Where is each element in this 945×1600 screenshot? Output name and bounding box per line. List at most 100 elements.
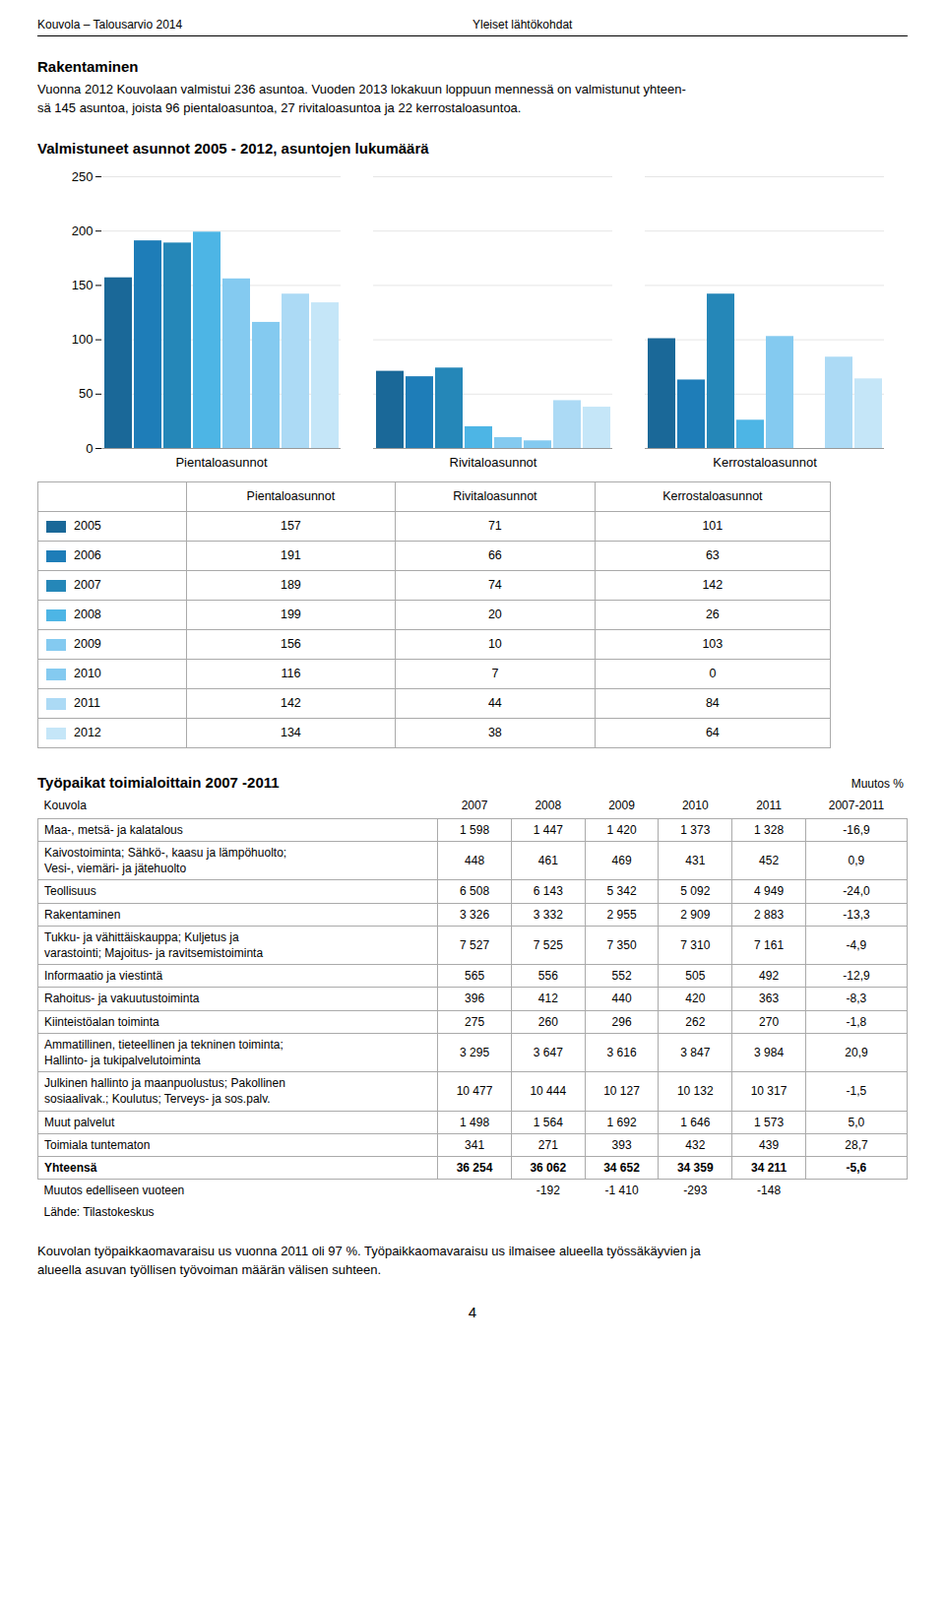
html-text:2005: 2005 [73,518,102,533]
html-text:393: 393 [611,1137,632,1152]
html-text:-16,9: -16,9 [842,822,870,837]
html-text:191: 191 [280,548,302,563]
html-text:452: 452 [758,853,779,868]
html-text:440: 440 [611,991,632,1006]
svg-text:Kerrostaloasunnot: Kerrostaloasunnot [712,453,818,469]
html-text:492: 492 [758,968,779,983]
html-text:270: 270 [758,1014,779,1029]
html-text:6 143: 6 143 [533,884,563,899]
html-text:-1,5: -1,5 [846,1083,867,1098]
html-text:Muutos %: Muutos % [851,776,904,791]
html-text:469: 469 [611,853,632,868]
html-text:Pientaloasunnot: Pientaloasunnot [246,489,335,504]
html-text:Yleiset lähtökohdat: Yleiset lähtökohdat [472,17,573,32]
html-text:420: 420 [685,991,706,1006]
svg-text:Pientaloasunnot: Pientaloasunnot [175,453,268,469]
html-text:1 573: 1 573 [754,1114,784,1129]
html-text:565: 565 [464,968,485,983]
html-text:sä 145 asuntoa, joista 96 pien: sä 145 asuntoa, joista 96 pientaloasunto… [37,100,522,115]
html-text:396: 396 [464,991,485,1006]
html-text:Valmistuneet asunnot 2005 - 20: Valmistuneet asunnot 2005 - 2012, asunto… [37,139,429,157]
html-text:1 646: 1 646 [680,1114,711,1129]
html-text:260: 260 [538,1014,558,1029]
html-text:26: 26 [705,607,720,622]
html-text:10 132: 10 132 [677,1083,714,1098]
html-text:431: 431 [685,853,706,868]
html-text:2006: 2006 [73,548,102,563]
html-text:1 373: 1 373 [680,822,711,837]
svg-text:0: 0 [85,440,93,455]
html-text:2008: 2008 [73,607,102,622]
html-text:199: 199 [280,607,302,622]
html-text:63: 63 [705,548,720,563]
svg-text:50: 50 [78,385,93,401]
html-text:-24,0: -24,0 [842,884,870,899]
html-text:-1,8: -1,8 [846,1014,867,1029]
html-text:0,9: 0,9 [848,853,865,868]
html-text:157: 157 [280,518,302,533]
html-text:1 598: 1 598 [459,822,490,837]
html-text:1 498: 1 498 [459,1114,490,1129]
html-text:5 092: 5 092 [680,884,711,899]
html-text:Kiinteistöalan toiminta: Kiinteistöalan toiminta [44,1014,160,1029]
html-text:4 949: 4 949 [754,884,784,899]
html-text:2010: 2010 [73,666,102,681]
svg-text:200: 200 [71,223,94,239]
html-text:1 328: 1 328 [754,822,784,837]
html-text:412: 412 [538,991,558,1006]
html-text:10 444: 10 444 [529,1083,567,1098]
svg-text:Rivitaloasunnot: Rivitaloasunnot [449,453,538,469]
html-text:271: 271 [538,1137,558,1152]
svg-text:100: 100 [71,331,94,347]
html-text:Rakentaminen: Rakentaminen [37,58,139,75]
html-text:64: 64 [705,725,720,740]
html-text:505: 505 [685,968,706,983]
html-text:262: 262 [685,1014,706,1029]
html-text:Teollisuus: Teollisuus [44,884,97,899]
html-text:432: 432 [685,1137,706,1152]
html-text:Muut palvelut: Muut palvelut [44,1114,115,1129]
html-text:556: 556 [538,968,558,983]
html-text:1 692: 1 692 [606,1114,637,1129]
html-text:Kaivostoiminta; Sähkö-, kaasu: Kaivostoiminta; Sähkö-, kaasu ja lämpöhu… [44,845,287,860]
html-text:Kouvolan työpaikkaomavaraisu u: Kouvolan työpaikkaomavaraisu us vuonna 2… [37,1243,701,1259]
html-text:461: 461 [538,853,558,868]
html-text:1 420: 1 420 [606,822,637,837]
html-text:5 342: 5 342 [606,884,637,899]
html-text:Vesi-, viemäri- ja jätehuolto: Vesi-, viemäri- ja jätehuolto [44,861,187,876]
html-text:Kouvola – Talousarvio 2014: Kouvola – Talousarvio 2014 [37,17,183,32]
html-text:Rahoitus- ja vakuutustoiminta: Rahoitus- ja vakuutustoiminta [44,991,200,1006]
html-text:275: 275 [464,1014,485,1029]
html-text:-8,3: -8,3 [846,991,867,1006]
html-text:2012: 2012 [73,725,102,740]
html-text:552: 552 [611,968,632,983]
html-text:Informaatio ja viestintä: Informaatio ja viestintä [44,968,163,983]
html-text:10 317: 10 317 [750,1083,787,1098]
html-text:Vuonna 2012 Kouvolaan valmistu: Vuonna 2012 Kouvolaan valmistui 236 asun… [37,81,687,97]
html-text:341: 341 [464,1137,485,1152]
html-text:101: 101 [702,518,723,533]
html-text:varastointi; Majoitus- ja ravi: varastointi; Majoitus- ja ravitsemistoim… [44,945,263,960]
html-text:Ammatillinen, tieteellinen ja: Ammatillinen, tieteellinen ja tekninen t… [44,1037,284,1052]
html-text:10 127: 10 127 [603,1083,640,1098]
svg-text:250: 250 [71,168,94,184]
html-text:1 564: 1 564 [533,1114,563,1129]
html-text:sosiaalivak.; Koulutus; Tervey: sosiaalivak.; Koulutus; Terveys- ja sos.… [44,1091,271,1106]
html-text:5,0: 5,0 [848,1114,865,1129]
html-text:1 447: 1 447 [533,822,563,837]
html-text:116: 116 [280,666,301,681]
html-text:10 477: 10 477 [456,1083,493,1098]
html-text:134: 134 [280,725,302,740]
html-text:Rivitaloasunnot: Rivitaloasunnot [452,489,538,504]
html-text:-12,9: -12,9 [842,968,870,983]
html-text:alueella asuvan työllisen työv: alueella asuvan työllisen työvoiman määr… [37,1262,381,1278]
html-text:363: 363 [758,991,779,1006]
html-text:Maa-, metsä- ja kalatalous: Maa-, metsä- ja kalatalous [44,822,183,837]
html-text:6 508: 6 508 [459,884,490,899]
html-text:Toimiala tuntematon: Toimiala tuntematon [44,1137,151,1152]
html-text:448: 448 [464,853,485,868]
html-text:296: 296 [611,1014,632,1029]
svg-text:150: 150 [71,277,94,293]
html-text:Työpaikat toimialoittain 2007: Työpaikat toimialoittain 2007 -2011 [37,773,280,791]
html-text:Kerrostaloasunnot: Kerrostaloasunnot [662,489,763,504]
